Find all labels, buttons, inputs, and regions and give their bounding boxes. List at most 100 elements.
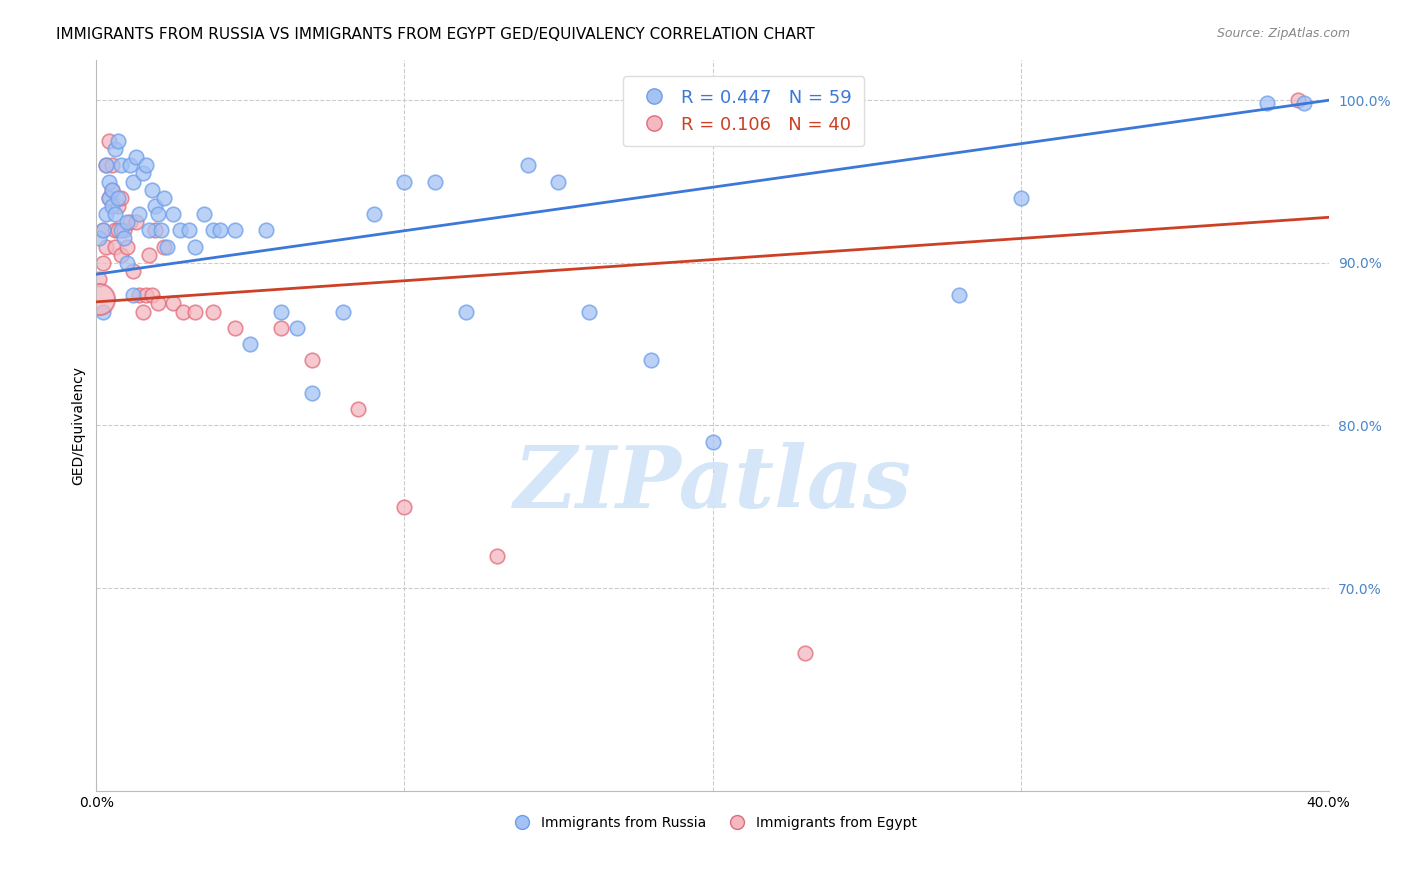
Text: ZIPatlas: ZIPatlas: [513, 442, 911, 525]
Point: [184, 304, 207, 318]
Point: [425, 175, 447, 189]
Point: [115, 239, 138, 253]
Point: [120, 215, 142, 229]
Point: [107, 191, 129, 205]
Point: [131, 304, 153, 318]
Point: [202, 223, 225, 237]
Point: [138, 248, 160, 262]
Point: [270, 321, 292, 335]
Point: [128, 288, 150, 302]
Point: [141, 288, 163, 302]
Point: [1256, 96, 1278, 111]
Point: [91, 256, 114, 270]
Point: [94, 158, 117, 172]
Point: [138, 223, 160, 237]
Point: [169, 223, 191, 237]
Point: [162, 296, 184, 310]
Point: [146, 296, 169, 310]
Point: [702, 434, 724, 449]
Point: [224, 223, 246, 237]
Point: [122, 175, 145, 189]
Point: [948, 288, 970, 302]
Point: [640, 353, 662, 368]
Point: [485, 549, 508, 563]
Point: [107, 134, 129, 148]
Point: [94, 207, 117, 221]
Point: [301, 385, 323, 400]
Point: [110, 223, 132, 237]
Point: [202, 304, 225, 318]
Point: [363, 207, 385, 221]
Point: [97, 134, 120, 148]
Point: [394, 500, 416, 514]
Point: [156, 239, 179, 253]
Point: [89, 231, 111, 245]
Point: [394, 175, 416, 189]
Point: [454, 304, 477, 318]
Text: IMMIGRANTS FROM RUSSIA VS IMMIGRANTS FROM EGYPT GED/EQUIVALENCY CORRELATION CHAR: IMMIGRANTS FROM RUSSIA VS IMMIGRANTS FRO…: [56, 27, 815, 42]
Point: [97, 191, 120, 205]
Point: [285, 321, 308, 335]
Point: [110, 191, 132, 205]
Point: [578, 304, 600, 318]
Point: [1286, 93, 1309, 107]
Point: [208, 223, 231, 237]
Point: [97, 191, 120, 205]
Point: [301, 353, 323, 368]
Point: [100, 158, 122, 172]
Point: [131, 166, 153, 180]
Point: [172, 304, 194, 318]
Point: [332, 304, 354, 318]
Point: [110, 158, 132, 172]
Point: [128, 207, 150, 221]
Point: [153, 239, 176, 253]
Point: [135, 158, 157, 172]
Point: [135, 288, 157, 302]
Point: [112, 223, 135, 237]
Point: [153, 191, 176, 205]
Point: [91, 223, 114, 237]
Point: [120, 158, 142, 172]
Point: [125, 150, 148, 164]
Y-axis label: GED/Equivalency: GED/Equivalency: [72, 366, 86, 485]
Point: [104, 223, 127, 237]
Point: [224, 321, 246, 335]
Point: [115, 256, 138, 270]
Point: [184, 239, 207, 253]
Point: [115, 215, 138, 229]
Point: [100, 183, 122, 197]
Legend: Immigrants from Russia, Immigrants from Egypt: Immigrants from Russia, Immigrants from …: [502, 811, 922, 836]
Point: [94, 239, 117, 253]
Point: [193, 207, 215, 221]
Point: [141, 183, 163, 197]
Point: [97, 175, 120, 189]
Point: [516, 158, 538, 172]
Point: [1010, 191, 1032, 205]
Point: [110, 248, 132, 262]
Point: [177, 223, 200, 237]
Point: [1292, 96, 1315, 111]
Point: [125, 215, 148, 229]
Point: [107, 199, 129, 213]
Point: [547, 175, 569, 189]
Point: [122, 264, 145, 278]
Point: [150, 223, 173, 237]
Point: [112, 231, 135, 245]
Point: [122, 288, 145, 302]
Point: [143, 223, 166, 237]
Point: [146, 207, 169, 221]
Point: [89, 292, 111, 306]
Point: [347, 402, 370, 417]
Text: Source: ZipAtlas.com: Source: ZipAtlas.com: [1216, 27, 1350, 40]
Point: [270, 304, 292, 318]
Point: [89, 272, 111, 286]
Point: [100, 183, 122, 197]
Point: [254, 223, 277, 237]
Point: [104, 239, 127, 253]
Point: [100, 199, 122, 213]
Point: [793, 646, 815, 660]
Point: [91, 304, 114, 318]
Point: [104, 142, 127, 156]
Point: [107, 223, 129, 237]
Point: [94, 158, 117, 172]
